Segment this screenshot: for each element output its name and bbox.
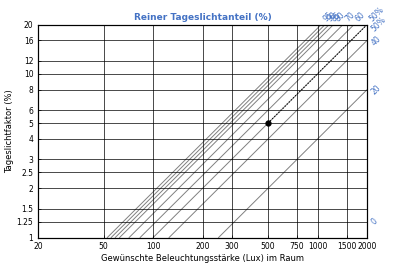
Text: 80: 80 bbox=[334, 10, 347, 23]
Text: 70: 70 bbox=[343, 10, 356, 23]
Text: 85: 85 bbox=[329, 10, 342, 23]
X-axis label: Gewünschte Beleuchtungsstärke (Lux) im Raum: Gewünschte Beleuchtungsstärke (Lux) im R… bbox=[101, 254, 304, 263]
Text: 60: 60 bbox=[354, 10, 367, 23]
Text: 95: 95 bbox=[321, 10, 334, 23]
Y-axis label: Tageslichtfaktor (%): Tageslichtfaktor (%) bbox=[5, 89, 14, 173]
Text: 20: 20 bbox=[370, 83, 383, 96]
Text: 0: 0 bbox=[370, 217, 380, 226]
Text: 90: 90 bbox=[325, 10, 338, 23]
Text: 50%: 50% bbox=[367, 5, 386, 23]
Text: 50%: 50% bbox=[370, 15, 388, 34]
Text: 40: 40 bbox=[370, 34, 383, 47]
X-axis label: Reiner Tageslichtanteil (%): Reiner Tageslichtanteil (%) bbox=[134, 13, 272, 23]
